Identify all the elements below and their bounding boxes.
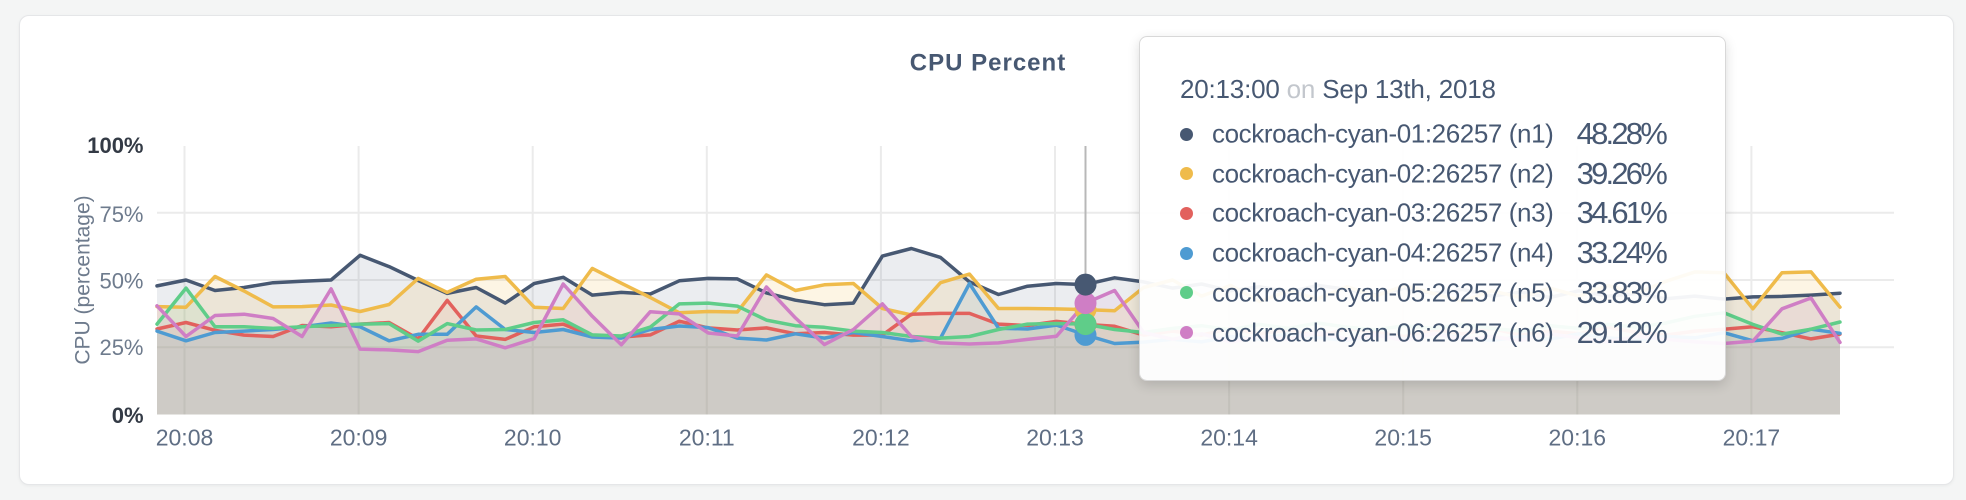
svg-text:20:09: 20:09 <box>330 425 388 451</box>
svg-text:75%: 75% <box>99 202 143 227</box>
svg-text:CPU Percent: CPU Percent <box>910 50 1066 77</box>
svg-text:CPU (percentage): CPU (percentage) <box>72 195 95 364</box>
svg-text:25%: 25% <box>99 335 143 360</box>
svg-text:0%: 0% <box>112 403 144 428</box>
svg-text:20:17: 20:17 <box>1723 425 1781 451</box>
svg-text:20:16: 20:16 <box>1549 425 1607 451</box>
svg-text:20:10: 20:10 <box>504 425 562 451</box>
svg-text:100%: 100% <box>87 133 143 158</box>
svg-text:50%: 50% <box>99 269 143 294</box>
svg-text:20:14: 20:14 <box>1200 425 1258 451</box>
svg-text:20:11: 20:11 <box>679 425 735 451</box>
svg-text:20:15: 20:15 <box>1374 425 1432 451</box>
svg-text:20:08: 20:08 <box>156 425 214 451</box>
svg-text:20:12: 20:12 <box>852 425 910 451</box>
svg-text:20:13: 20:13 <box>1026 425 1084 451</box>
